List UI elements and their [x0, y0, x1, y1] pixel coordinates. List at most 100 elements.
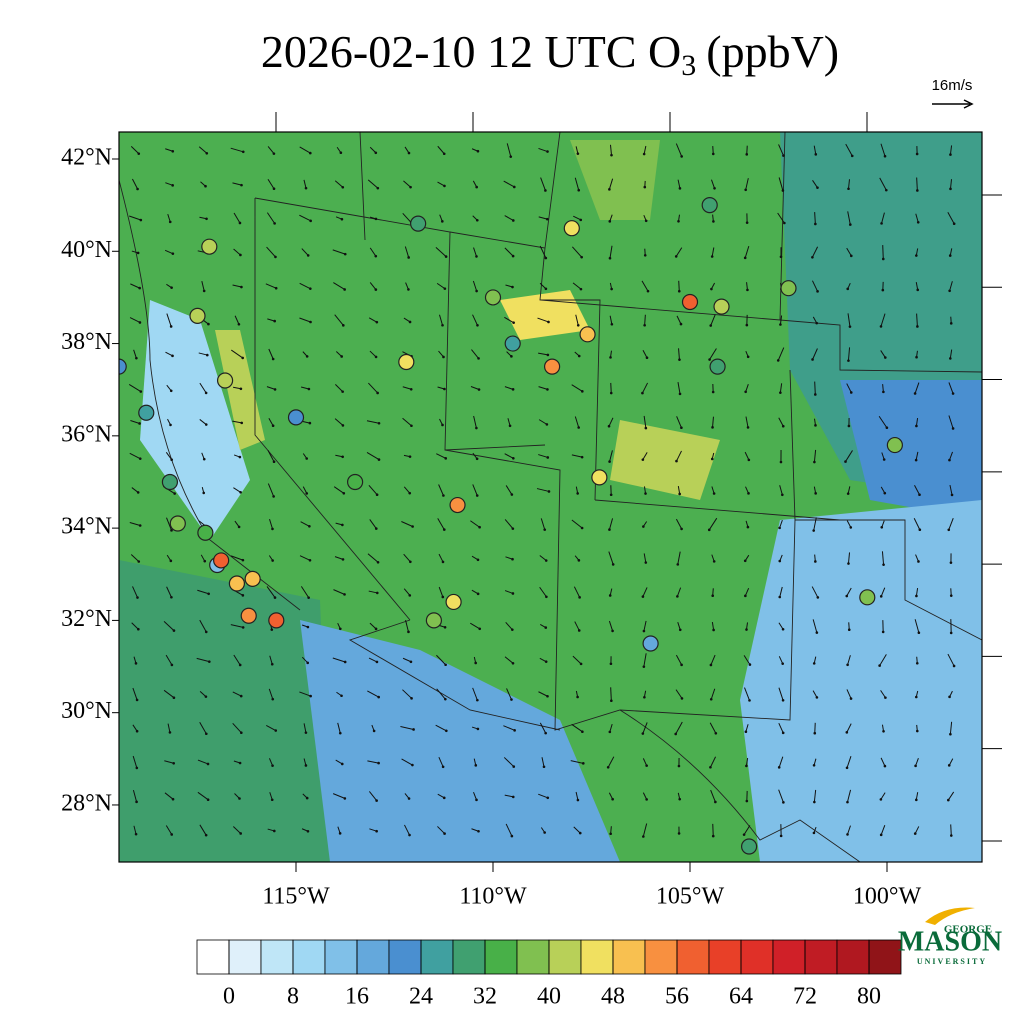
colorbar-box	[453, 940, 485, 974]
wind-vector-head	[376, 592, 379, 595]
wind-vector-head	[135, 357, 138, 360]
wind-vector-head	[443, 388, 446, 391]
wind-vector-head	[949, 733, 952, 736]
wind-vector-head	[582, 762, 585, 765]
wind-vector-head	[642, 732, 645, 735]
wind-vector-head	[207, 763, 210, 766]
wind-vector-head	[375, 628, 378, 631]
wind-vector-head	[676, 595, 679, 598]
wind-vector-head	[374, 255, 377, 258]
wind-vector-head	[478, 627, 481, 630]
wind-vector-head	[169, 221, 172, 224]
wind-vector-head	[478, 388, 481, 391]
station	[450, 498, 465, 513]
wind-vector-head	[708, 358, 711, 361]
wind-vector-head	[642, 458, 645, 461]
wind-vector-head	[407, 256, 410, 259]
wind-vector-head	[711, 255, 714, 258]
wind-vector-head	[513, 729, 516, 732]
wind-vector-head	[915, 799, 918, 802]
wind-vector-head	[271, 528, 274, 531]
wind-vector-head	[680, 155, 683, 158]
station	[214, 553, 229, 568]
wind-vector	[679, 281, 680, 291]
colorbar-box	[709, 940, 741, 974]
wind-vector-head	[272, 358, 275, 361]
wind-vector-head	[611, 323, 614, 326]
wind-vector-head	[409, 321, 412, 324]
wind-vector-head	[744, 595, 747, 598]
logo-swoosh	[925, 908, 975, 925]
wind-vector-head	[273, 187, 276, 190]
wind-vector-head	[816, 290, 819, 293]
wind-vector-head	[916, 289, 919, 292]
wind-vector-head	[305, 731, 308, 734]
wind-vector-head	[305, 764, 308, 767]
wind-vector-head	[675, 255, 678, 258]
wind-vector-head	[344, 661, 347, 664]
wind-vector-head	[745, 628, 748, 631]
wind-vector-head	[307, 596, 310, 599]
wind-vector-head	[645, 798, 648, 801]
wind-vector	[815, 212, 816, 224]
wind-vector-head	[610, 662, 613, 665]
station	[245, 571, 260, 586]
wind-vector-head	[512, 662, 515, 665]
wind-vector-head	[273, 320, 276, 323]
colorbar-box	[293, 940, 325, 974]
wind-vector-head	[511, 558, 514, 561]
colorbar-label: 32	[473, 984, 497, 1010]
wind-vector-head	[783, 222, 786, 225]
wind-vector-head	[581, 390, 584, 393]
wind-vector-head	[678, 765, 681, 768]
wind-vector-head	[712, 220, 715, 223]
wind-vector-head	[812, 529, 815, 532]
wind-vector-head	[643, 665, 646, 668]
wind-vector-head	[375, 288, 378, 291]
title-unit: (ppbV)	[706, 26, 839, 77]
wind-vector-head	[441, 424, 444, 427]
wind-vector-head	[407, 631, 410, 634]
wind-vector-head	[610, 699, 613, 702]
wind-vector-head	[815, 322, 818, 325]
wind-vector-head	[952, 392, 955, 395]
wind-vector-head	[444, 698, 447, 701]
wind-vector-head	[778, 596, 781, 599]
wind-vector-head	[581, 527, 584, 530]
wind-vector-head	[546, 218, 549, 221]
colorbar-box	[837, 940, 869, 974]
wind-vector-head	[411, 525, 414, 528]
wind-vector-head	[915, 356, 918, 359]
wind-vector-head	[953, 665, 956, 668]
wind-vector-head	[811, 256, 814, 259]
wind-vector-head	[340, 151, 343, 154]
wind-vector-head	[476, 219, 479, 222]
wind-vector-head	[608, 220, 611, 223]
wind-vector-head	[950, 322, 953, 325]
wind-vector-head	[339, 832, 342, 835]
wind-vector	[611, 687, 612, 700]
station	[190, 308, 205, 323]
wind-vector-head	[373, 730, 376, 733]
wind-vector-head	[546, 388, 549, 391]
wind-vector-head	[545, 257, 548, 260]
wind-vector-head	[408, 834, 411, 837]
wind-vector-head	[512, 255, 515, 258]
wind-vector-head	[341, 763, 344, 766]
wind-vector-head	[305, 457, 308, 460]
station	[289, 410, 304, 425]
wind-vector-head	[375, 830, 378, 833]
wind-vector-head	[782, 154, 785, 157]
wind-vector-head	[778, 560, 781, 563]
station	[545, 359, 560, 374]
colorbar-box	[517, 940, 549, 974]
station	[564, 221, 579, 236]
wind-vector-head	[711, 458, 714, 461]
wind-vector	[917, 178, 918, 191]
wind-vector-head	[847, 492, 850, 495]
wind-vector-head	[242, 150, 245, 153]
wind-vector-head	[309, 152, 312, 155]
wind-vector-head	[950, 561, 953, 564]
wind-vector-head	[442, 494, 445, 497]
wind-vector-head	[545, 559, 548, 562]
